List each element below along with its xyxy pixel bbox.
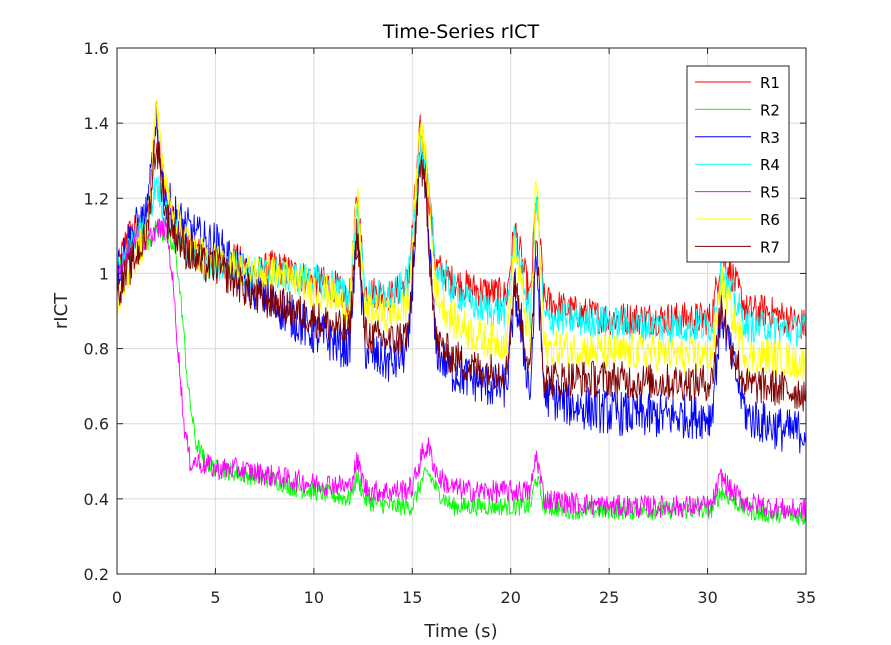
series-line-r2 — [116, 220, 807, 526]
chart-title: Time-Series rICT — [382, 21, 540, 43]
legend-label-r2: R2 — [760, 101, 780, 119]
y-tick-label: 0.6 — [84, 415, 109, 434]
legend-label-r6: R6 — [760, 211, 780, 229]
x-axis-title: Time (s) — [423, 621, 497, 642]
legend-label-r4: R4 — [760, 156, 780, 174]
y-axis-title: rICT — [51, 292, 72, 329]
x-tick-label: 10 — [304, 588, 324, 607]
series-line-r7 — [116, 141, 807, 412]
y-tick-label: 1.2 — [84, 189, 109, 208]
x-tick-label: 25 — [599, 588, 619, 607]
x-tick-label: 5 — [210, 588, 220, 607]
legend-label-r1: R1 — [760, 74, 780, 92]
plot-frame — [116, 47, 807, 575]
legend-label-r7: R7 — [760, 238, 780, 256]
series-line-r5 — [116, 216, 807, 522]
y-tick-label: 0.4 — [84, 490, 109, 509]
legend: R1 R2 R3 R4 R5 R6 R7 — [686, 65, 790, 263]
axis-ticks: 0 5 10 15 20 25 30 35 0.2 0.4 0.6 0.8 1 1.2 1.4 1.6 — [84, 39, 817, 607]
x-tick-label: 20 — [501, 588, 521, 607]
legend-label-r5: R5 — [760, 184, 780, 202]
x-tick-label: 0 — [112, 588, 122, 607]
series-lines — [116, 99, 807, 526]
x-tick-label: 30 — [697, 588, 717, 607]
y-tick-label: 1.4 — [84, 114, 109, 133]
y-tick-label: 0.8 — [84, 340, 109, 359]
x-tick-label: 35 — [796, 588, 816, 607]
y-tick-label: 0.2 — [84, 565, 109, 584]
legend-label-r3: R3 — [760, 129, 780, 147]
x-tick-label: 15 — [402, 588, 422, 607]
y-tick-label: 1 — [99, 264, 109, 283]
y-tick-label: 1.6 — [84, 39, 109, 58]
